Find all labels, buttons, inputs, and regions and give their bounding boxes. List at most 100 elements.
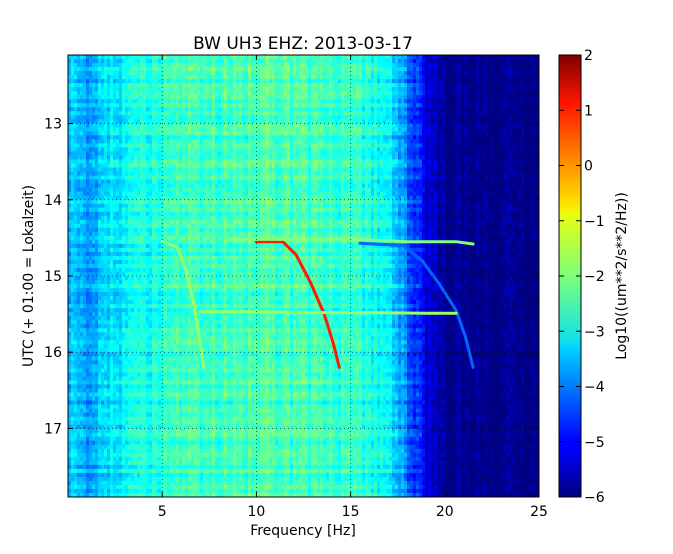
heatmap-cell: [164, 340, 168, 345]
heatmap-cell: [197, 308, 201, 313]
heatmap-cell: [113, 476, 117, 482]
heatmap-cell: [152, 179, 156, 185]
heatmap-cell: [200, 267, 204, 273]
heatmap-cell: [89, 312, 93, 317]
heatmap-cell: [188, 384, 192, 390]
heatmap-cell: [110, 428, 114, 434]
heatmap-cell: [197, 316, 201, 321]
heatmap-cell: [140, 452, 144, 458]
heatmap-cell: [146, 67, 150, 72]
heatmap-cell: [203, 95, 207, 100]
heatmap-cell: [173, 424, 177, 430]
heatmap-cell: [158, 356, 162, 361]
heatmap-cell: [89, 119, 93, 124]
heatmap-cell: [194, 147, 198, 152]
heatmap-cell: [146, 127, 150, 132]
heatmap-cell: [146, 472, 150, 478]
heatmap-cell: [71, 119, 75, 124]
heatmap-cell: [125, 456, 129, 462]
heatmap-cell: [107, 332, 111, 337]
heatmap-cell: [197, 388, 201, 394]
heatmap-cell: [107, 428, 111, 434]
heatmap-cell: [155, 448, 159, 454]
heatmap-cell: [161, 195, 165, 201]
heatmap-cell: [89, 424, 93, 430]
heatmap-cell: [155, 312, 159, 317]
heatmap-cell: [200, 71, 204, 76]
heatmap-cell: [131, 372, 135, 377]
heatmap-cell: [143, 119, 147, 124]
heatmap-cell: [134, 147, 138, 152]
heatmap-cell: [176, 103, 180, 108]
heatmap-cell: [83, 476, 87, 482]
heatmap-cell: [140, 199, 144, 205]
heatmap-cell: [107, 191, 111, 197]
heatmap-cell: [116, 412, 120, 418]
heatmap-cell: [164, 211, 168, 217]
heatmap-cell: [200, 255, 204, 261]
heatmap-cell: [113, 332, 117, 337]
heatmap-cell: [149, 163, 153, 169]
heatmap-cell: [134, 107, 138, 112]
heatmap-cell: [131, 147, 135, 152]
heatmap-cell: [113, 424, 117, 430]
heatmap-cell: [68, 400, 72, 406]
heatmap-cell: [185, 135, 189, 140]
heatmap-cell: [128, 484, 132, 490]
heatmap-cell: [80, 320, 84, 325]
heatmap-cell: [188, 83, 192, 88]
heatmap-cell: [98, 332, 102, 337]
heatmap-cell: [182, 271, 186, 277]
heatmap-cell: [80, 352, 84, 357]
heatmap-cell: [155, 63, 159, 68]
heatmap-cell: [128, 227, 132, 233]
heatmap-cell: [161, 183, 165, 189]
heatmap-cell: [149, 308, 153, 313]
heatmap-cell: [143, 251, 147, 257]
heatmap-cell: [140, 412, 144, 418]
heatmap-cell: [68, 55, 72, 60]
heatmap-cell: [140, 356, 144, 361]
heatmap-cell: [104, 251, 108, 257]
heatmap-cell: [155, 227, 159, 233]
heatmap-cell: [182, 191, 186, 197]
heatmap-cell: [146, 95, 150, 100]
heatmap-cell: [167, 364, 171, 369]
heatmap-cell: [191, 460, 195, 466]
heatmap-cell: [83, 163, 87, 169]
heatmap-cell: [143, 324, 147, 329]
heatmap-cell: [149, 207, 153, 213]
heatmap-cell: [68, 464, 72, 470]
heatmap-cell: [80, 400, 84, 406]
heatmap-cell: [98, 83, 102, 88]
heatmap-cell: [104, 448, 108, 454]
heatmap-cell: [167, 324, 171, 329]
heatmap-cell: [167, 400, 171, 406]
heatmap-cell: [125, 163, 129, 169]
heatmap-cell: [92, 484, 96, 490]
heatmap-cell: [131, 408, 135, 414]
heatmap-cell: [197, 259, 201, 265]
heatmap-cell: [185, 191, 189, 197]
heatmap-cell: [170, 255, 174, 261]
heatmap-cell: [137, 195, 141, 201]
heatmap-cell: [125, 259, 129, 265]
heatmap-cell: [152, 480, 156, 486]
heatmap-cell: [98, 139, 102, 144]
heatmap-cell: [68, 388, 72, 394]
heatmap-cell: [119, 372, 123, 377]
heatmap-cell: [77, 171, 81, 177]
heatmap-cell: [68, 404, 72, 410]
heatmap-cell: [131, 123, 135, 128]
heatmap-cell: [161, 412, 165, 418]
heatmap-cell: [170, 296, 174, 301]
heatmap-cell: [152, 267, 156, 273]
heatmap-cell: [104, 115, 108, 120]
heatmap-cell: [161, 472, 165, 478]
heatmap-cell: [164, 163, 168, 169]
heatmap-cell: [71, 440, 75, 446]
heatmap-cell: [122, 320, 126, 325]
heatmap-cell: [188, 468, 192, 474]
heatmap-cell: [149, 380, 153, 385]
heatmap-cell: [194, 247, 198, 253]
